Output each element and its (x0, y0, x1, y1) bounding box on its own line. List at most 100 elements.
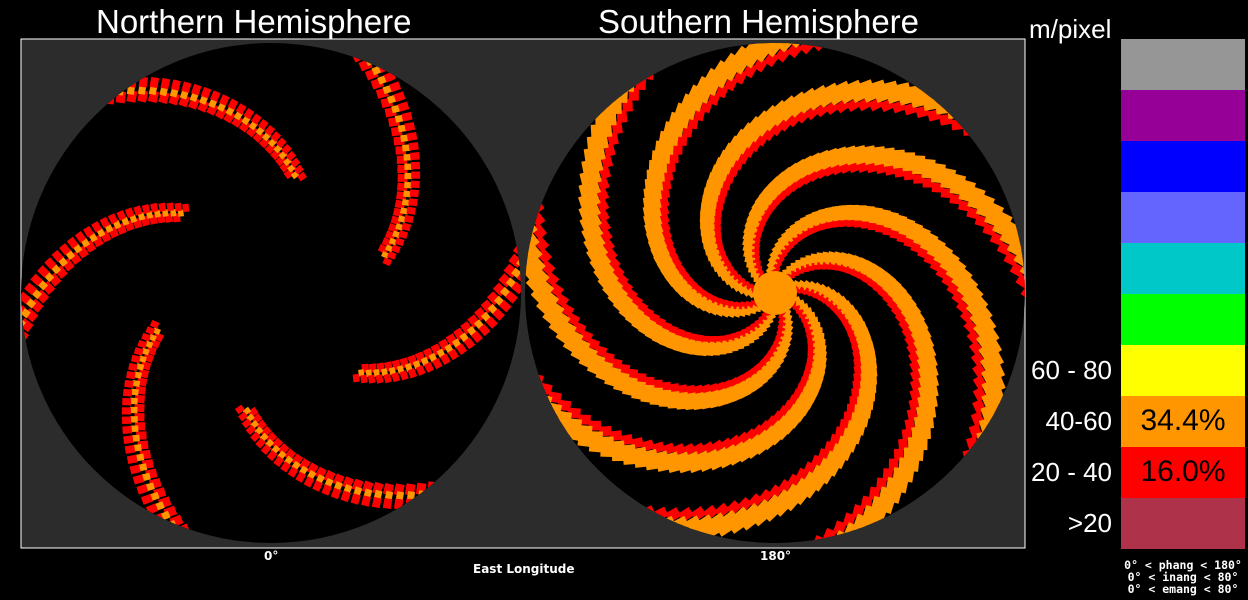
coverage-mark (673, 143, 683, 155)
coverage-mark (516, 271, 521, 285)
coverage-mark (393, 91, 406, 103)
coverage-mark (135, 363, 145, 371)
coverage-mark (231, 115, 244, 128)
coverage-mark (91, 221, 102, 233)
coverage-mark (99, 216, 111, 229)
coverage-mark (223, 110, 236, 124)
coverage-mark (281, 144, 292, 155)
coverage-mark (1009, 262, 1025, 278)
coverage-mark (323, 470, 336, 483)
coverage-mark (200, 86, 212, 99)
coverage-mark (44, 257, 57, 270)
coverage-mark (243, 108, 255, 120)
coverage-mark (404, 214, 414, 224)
coverage-mark (360, 374, 368, 384)
south-pole-coverage (753, 271, 797, 315)
coverage-mark (210, 90, 221, 102)
coverage-mark (626, 368, 639, 379)
coverage-mark (306, 462, 319, 476)
coverage-mark (141, 203, 151, 214)
coverage-mark (135, 453, 145, 462)
coverage-mark (126, 371, 136, 380)
coverage-mark (124, 379, 134, 388)
coverage-mark (710, 439, 725, 453)
constraint-incidence: 0° < inang < 80° (1127, 570, 1239, 584)
south-coverage (525, 43, 1025, 543)
coverage-mark (677, 134, 688, 147)
coverage-mark (455, 343, 468, 356)
coverage-mark (260, 444, 272, 455)
coverage-mark (666, 161, 676, 173)
coverage-mark (266, 450, 278, 462)
coverage-mark (37, 265, 50, 278)
coverage-mark (394, 114, 405, 123)
coverage-mark (470, 330, 483, 343)
coverage-mark (511, 281, 521, 295)
coverage-mark (401, 111, 413, 122)
coverage-mark (396, 155, 407, 164)
legend-swatch (1121, 345, 1245, 396)
coverage-mark (415, 365, 426, 376)
coverage-mark (814, 103, 829, 118)
north-hemisphere-disc (21, 43, 521, 543)
coverage-mark (693, 108, 706, 122)
coverage-mark (966, 207, 981, 220)
coverage-mark (377, 243, 389, 254)
legend-range-label: 20 - 40 (1031, 457, 1112, 487)
coverage-mark (774, 46, 791, 63)
coverage-mark (384, 230, 396, 241)
coverage-mark (83, 225, 95, 238)
coverage-mark (153, 209, 162, 218)
legend-swatch (1121, 141, 1245, 192)
coverage-mark (124, 207, 135, 218)
coverage-mark (123, 388, 133, 397)
coverage-mark (74, 231, 87, 243)
coverage-mark (676, 384, 688, 394)
coverage-mark (505, 291, 518, 304)
coverage-mark (238, 411, 249, 422)
coverage-mark (682, 125, 693, 138)
coverage-mark (264, 124, 276, 136)
coverage-mark (406, 491, 416, 501)
coverage-mark (765, 43, 788, 50)
coverage-mark (146, 345, 157, 356)
legend-range-label: >20 (1067, 508, 1112, 538)
coverage-mark (130, 354, 141, 364)
coverage-mark (963, 319, 979, 335)
coverage-mark (940, 188, 953, 199)
coverage-mark (806, 264, 815, 271)
coverage-mark (219, 94, 230, 106)
coverage-mark (408, 142, 419, 151)
coverage-mark (525, 236, 536, 258)
coverage-mark (133, 371, 142, 379)
coverage-mark (367, 374, 376, 384)
coverage-mark (206, 102, 219, 116)
coverage-mark (241, 418, 252, 429)
x-tick-0: 0° (264, 549, 279, 563)
coverage-mark (373, 489, 383, 500)
coverage-mark (137, 339, 148, 349)
legend-range-label: 40-60 (1045, 406, 1113, 436)
coverage-mark (227, 98, 239, 110)
coverage-mark (250, 113, 262, 125)
coverage-mark (463, 337, 476, 350)
coverage-mark (280, 461, 292, 473)
coverage-mark (498, 299, 512, 313)
coverage-mark (132, 474, 145, 485)
coverage-mark (966, 329, 982, 345)
coverage-mark (380, 368, 389, 377)
coverage-mark (404, 172, 413, 180)
coverage-mark (132, 444, 142, 452)
coverage-mark (276, 137, 287, 149)
coverage-mark (846, 403, 856, 415)
coverage-mark (250, 431, 261, 442)
coverage-mark (409, 189, 419, 198)
coverage-mark (1015, 240, 1025, 261)
coverage-mark (386, 250, 397, 260)
coverage-mark (403, 190, 412, 198)
coverage-mark (330, 487, 342, 500)
coverage-mark (849, 396, 858, 407)
coverage-mark (798, 43, 815, 55)
coverage-mark (539, 259, 556, 276)
coverage-mark (381, 237, 393, 248)
